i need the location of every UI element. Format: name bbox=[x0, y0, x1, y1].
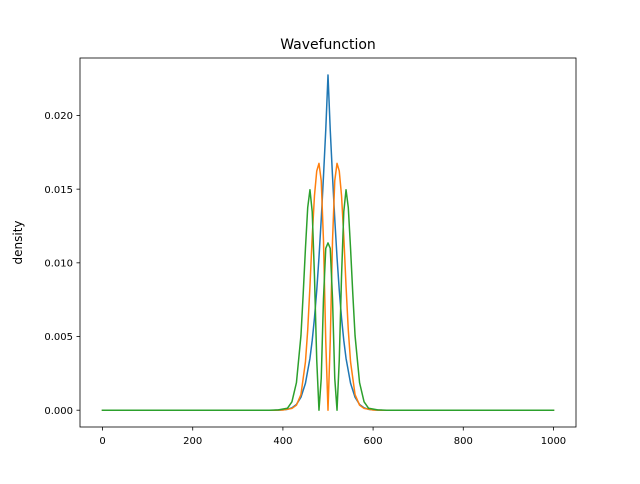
y-tick-label: 0.000 bbox=[44, 406, 73, 417]
x-tick-label: 800 bbox=[454, 436, 473, 447]
series-line-3 bbox=[101, 188, 555, 411]
x-tick-label: 400 bbox=[273, 436, 292, 447]
series-layer bbox=[101, 74, 555, 411]
x-tick-label: 200 bbox=[183, 436, 202, 447]
axes-frame bbox=[79, 57, 577, 428]
y-tick-label: 0.020 bbox=[44, 111, 73, 122]
y-tick-label: 0.015 bbox=[44, 185, 73, 196]
y-tick-label: 0.010 bbox=[44, 258, 73, 269]
y-axis-ticks: 0.000 0.005 0.010 0.015 0.020 bbox=[44, 111, 80, 417]
series-line-2 bbox=[101, 162, 555, 411]
y-tick-label: 0.005 bbox=[44, 332, 73, 343]
chart-title: Wavefunction bbox=[280, 37, 376, 53]
x-tick-label: 0 bbox=[99, 436, 105, 447]
x-axis-ticks: 0 200 400 600 800 1000 bbox=[99, 427, 566, 447]
y-axis-label: density bbox=[11, 221, 25, 265]
x-tick-label: 600 bbox=[364, 436, 383, 447]
x-tick-label: 1000 bbox=[541, 436, 566, 447]
